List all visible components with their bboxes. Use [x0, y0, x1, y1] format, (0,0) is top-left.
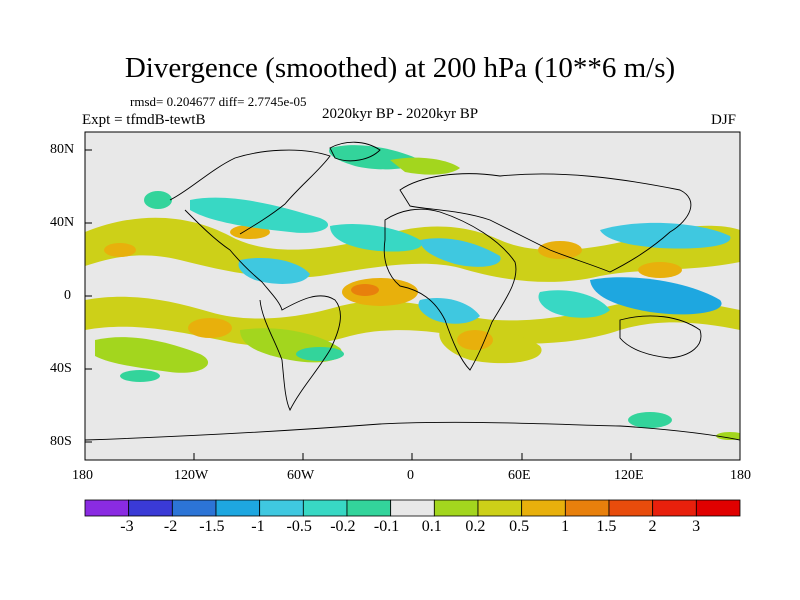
- colorbar-label: -0.1: [373, 518, 400, 535]
- lon-label-60e: 60E: [508, 468, 531, 483]
- colorbar-swatch: [215, 499, 261, 517]
- field-blob-1: [95, 337, 209, 373]
- colorbar-swatch: [302, 499, 348, 517]
- colorbar-label: 0.1: [421, 518, 442, 535]
- colorbar: [84, 499, 741, 517]
- field-core-8: [104, 243, 136, 257]
- season-label: DJF: [711, 112, 737, 128]
- divergence-field: [85, 145, 740, 440]
- colorbar-swatch: [564, 499, 610, 517]
- field-neg-12: [120, 370, 160, 382]
- coast-greenland: [329, 141, 381, 162]
- lon-label-60w: 60W: [287, 468, 315, 483]
- colorbar-swatch: [652, 499, 697, 517]
- field-neg-4: [590, 277, 722, 315]
- axis-ticks: [85, 149, 632, 460]
- field-core-2: [351, 284, 379, 296]
- field-core-7: [638, 262, 682, 278]
- colorbar-label: -1: [251, 518, 265, 535]
- colorbar-swatch: [84, 499, 130, 517]
- colorbar-swatch: [259, 499, 304, 517]
- field-neg-2: [330, 223, 422, 252]
- coast-africa: [383, 208, 517, 371]
- field-neg-11: [628, 412, 672, 428]
- experiment-label: Expt = tfmdB-tewtB: [82, 112, 206, 128]
- lon-label-180w: 180: [72, 468, 93, 483]
- field-core-5: [538, 241, 582, 259]
- coast-antarctica: [85, 421, 740, 441]
- colorbar-swatch: [433, 499, 479, 517]
- colorbar-swatch: [128, 499, 173, 517]
- map-title: Divergence (smoothed) at 200 hPa (10**6 …: [124, 52, 676, 84]
- coast-eurasia: [399, 173, 692, 273]
- field-pos-antarctic: [716, 432, 740, 440]
- field-core-4: [457, 330, 493, 350]
- field-neg-3: [420, 238, 501, 267]
- colorbar-label: -0.2: [330, 518, 356, 535]
- field-pos-high: [390, 157, 460, 175]
- coastlines: [85, 141, 740, 441]
- lat-label-80s: 80S: [50, 434, 72, 449]
- field-neg-10: [144, 191, 172, 209]
- field-core-3: [188, 318, 232, 338]
- colorbar-label: 2: [648, 518, 657, 535]
- lat-label-80n: 80N: [50, 142, 75, 157]
- colorbar-swatch: [521, 499, 566, 517]
- colorbar-swatch: [477, 499, 523, 517]
- period-label: 2020kyr BP - 2020kyr BP: [322, 106, 479, 122]
- colorbar-label: -1.5: [199, 518, 225, 535]
- lat-label-40n: 40N: [50, 215, 75, 230]
- coast-australia: [619, 315, 702, 359]
- colorbar-swatch: [346, 499, 392, 517]
- rmsd-stats: rmsd= 0.204677 diff= 2.7745e-05: [130, 94, 307, 109]
- lon-label-180e: 180: [730, 468, 751, 483]
- colorbar-label: -2: [163, 518, 178, 535]
- field-neg-1: [190, 197, 329, 233]
- coast-north-america: [169, 149, 331, 235]
- lon-label-120w: 120W: [174, 468, 209, 483]
- colorbar-label: 0.5: [509, 518, 530, 535]
- colorbar-label: 1.5: [596, 518, 617, 535]
- colorbar-label: -0.5: [286, 518, 312, 535]
- lat-label-0: 0: [64, 288, 71, 303]
- lon-label-120e: 120E: [614, 468, 644, 483]
- field-neg-8: [538, 290, 610, 318]
- field-neg-13: [296, 347, 344, 361]
- colorbar-label: 0.2: [465, 518, 486, 535]
- colorbar-label: 1: [561, 518, 570, 535]
- colorbar-label: 3: [692, 518, 701, 535]
- colorbar-swatch: [171, 499, 217, 517]
- coast-americas: [184, 209, 341, 412]
- colorbar-label: -3: [120, 518, 134, 535]
- colorbar-swatch: [695, 499, 741, 517]
- colorbar-swatch: [608, 499, 654, 517]
- lat-label-40s: 40S: [50, 361, 72, 376]
- lon-label-0: 0: [407, 468, 414, 483]
- colorbar-swatch: [390, 499, 435, 517]
